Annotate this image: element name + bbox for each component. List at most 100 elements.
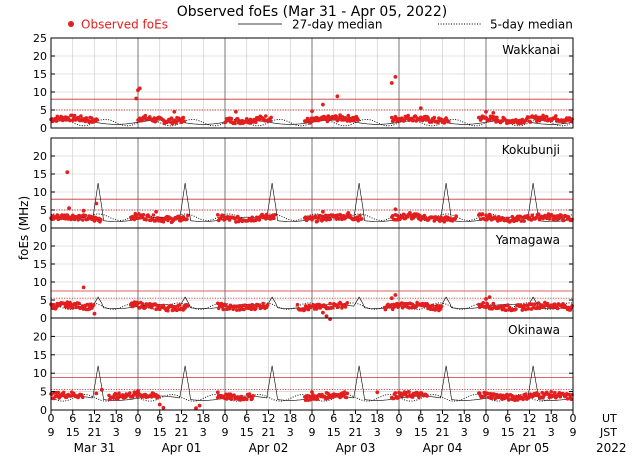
observed-point [549,390,554,394]
observed-point [254,306,258,311]
median5-line [50,118,574,127]
observed-point [346,113,351,118]
observed-point [65,170,70,175]
jst-tick-label: 3 [548,426,555,439]
observed-point [393,293,398,297]
observed-point [345,119,350,123]
observed-point [442,121,447,125]
observed-point [99,387,104,392]
y-tick-label: 0 [40,122,47,135]
observed-point [323,213,328,218]
jst-tick-label: 15 [153,426,167,439]
observed-point [515,398,520,402]
panel-kokubunji: 0 5 10 15 20 Kokubunji [33,137,574,235]
ut-tick-label: 0 [48,412,55,425]
observed-point [250,215,254,220]
observed-point [54,119,59,123]
observed-point [390,307,395,312]
observed-point [391,396,396,401]
observed-point [216,213,220,217]
observed-point [257,118,262,122]
observed-point [181,115,186,120]
observed-point [406,113,410,118]
year-label: 2022 [596,441,627,455]
observed-point [183,306,187,310]
observed-point [157,394,161,399]
y-tick-label: 20 [33,330,47,343]
observed-point [559,213,563,218]
observed-point [69,302,73,307]
observed-point [506,398,511,402]
observed-point [251,394,255,398]
observed-point [221,307,225,312]
y-tick-label: 20 [33,50,47,63]
ut-tick-label: 12 [88,412,102,425]
observed-point [325,396,330,401]
ut-tick-label: 0 [309,412,316,425]
jst-tick-label: 3 [374,426,381,439]
jst-tick-label: 3 [113,426,120,439]
station-label: Kokubunji [502,143,560,157]
jst-tick-label: 3 [287,426,294,439]
observed-point [303,398,308,403]
ut-tick-label: 18 [283,412,297,425]
observed-point [117,391,121,396]
observed-point [245,397,249,402]
y-tick-label: 15 [33,168,47,181]
jst-tick-label: 9 [135,426,142,439]
jst-label: JST [599,426,617,439]
observed-point [344,395,349,400]
jst-tick-label: 21 [88,426,102,439]
observed-point [149,305,154,310]
day-label: Apr 05 [510,441,550,455]
ut-tick-label: 12 [262,412,276,425]
panel-okinawa: 0 5 10 15 20 Okinawa [33,317,574,417]
observed-point [135,394,139,399]
observed-point [335,213,340,217]
observed-point [418,106,423,111]
ut-tick-label: 18 [109,412,123,425]
ut-tick-label: 18 [370,412,384,425]
observed-point [488,214,493,218]
observed-point [393,207,398,212]
observed-point [504,308,508,313]
observed-point [308,121,313,125]
observed-point [61,390,66,395]
observed-point [81,208,86,213]
legend-observed-marker [68,21,74,27]
observed-point [70,113,74,118]
observed-point [547,217,552,221]
observed-point [439,304,444,309]
jst-tick-label: 21 [349,426,363,439]
observed-point [506,216,510,221]
observed-point [218,217,223,221]
observed-point [234,220,238,224]
jst-tick-label: 15 [66,426,80,439]
observed-point [530,302,534,307]
ut-tick-label: 0 [135,412,142,425]
observed-point [194,406,198,411]
observed-point [522,219,526,223]
observed-point [486,391,490,396]
observed-point [152,116,157,120]
y-tick-label: 10 [33,367,47,380]
observed-point [567,392,572,397]
observed-point [265,303,270,307]
observed-point [95,118,99,122]
observed-point [72,113,77,118]
observed-point [516,217,521,221]
observed-point [544,114,549,119]
observed-point [487,295,492,299]
jst-tick-label: 21 [523,426,537,439]
observed-point [402,118,407,123]
y-tick-label: 0 [40,312,47,325]
observed-point [554,114,558,118]
observed-point [447,119,451,124]
jst-tick-label: 3 [200,426,207,439]
observed-point [389,81,394,85]
observed-point [522,303,526,308]
observed-point [128,391,132,395]
observed-point [141,213,146,217]
observed-point [182,119,186,123]
day-label: Apr 01 [162,441,202,455]
